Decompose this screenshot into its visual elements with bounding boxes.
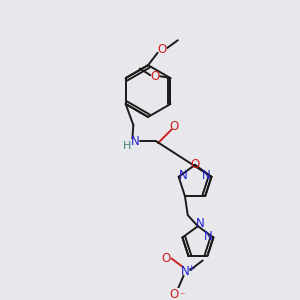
Text: N: N: [204, 230, 213, 243]
Text: N: N: [202, 169, 211, 182]
Text: O: O: [169, 119, 178, 133]
Text: N: N: [181, 266, 190, 278]
Text: H: H: [122, 141, 131, 151]
Text: N: N: [179, 169, 188, 182]
Text: O: O: [190, 158, 200, 171]
Text: ⁻: ⁻: [179, 291, 184, 300]
Text: +: +: [188, 264, 195, 273]
Text: O: O: [169, 289, 178, 300]
Text: N: N: [131, 135, 140, 148]
Text: O: O: [151, 70, 160, 83]
Text: N: N: [196, 217, 204, 230]
Text: O: O: [162, 252, 171, 265]
Text: O: O: [158, 43, 167, 56]
